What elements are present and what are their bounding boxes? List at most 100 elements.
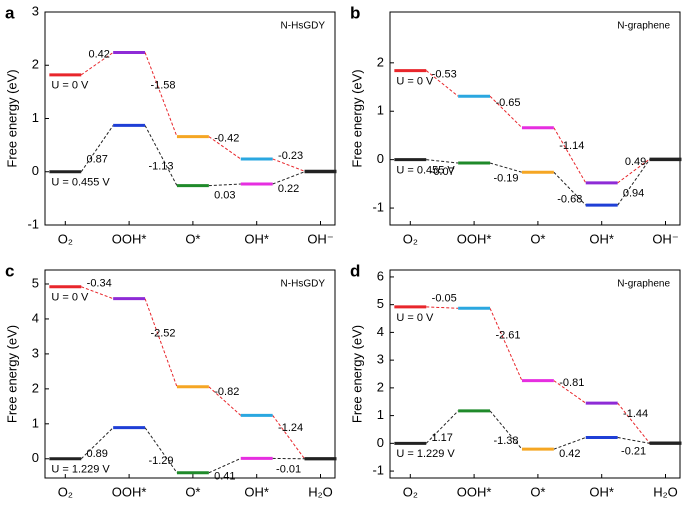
step-label: -1.58 [150,79,175,91]
y-tick-label: 4 [377,324,384,339]
connector [489,410,523,450]
x-tick-label: OOH* [457,231,492,246]
connector [617,159,650,206]
x-tick-label: H₂O [308,484,333,499]
connector [489,95,523,129]
connector [426,306,459,309]
y-tick-label: 5 [377,296,384,311]
connector [80,125,114,173]
step-label: 0.42 [559,448,580,460]
connector [208,136,242,160]
connector [80,427,114,460]
connector [80,52,114,76]
connector [208,457,241,474]
y-tick-label: 2 [377,54,384,69]
x-tick-label: O* [185,231,200,246]
connector [426,159,459,164]
y-tick-label: -1 [372,463,384,478]
y-tick-label: 6 [377,268,384,283]
step-label: -0.01 [276,464,301,476]
connector [553,171,587,206]
step-label: -0.81 [559,377,584,389]
x-tick-label: O₂ [403,484,418,499]
step-label: 0.89 [86,448,107,460]
step-label: -1.29 [148,455,173,467]
y-axis-label: Free energy (eV) [349,325,364,423]
step-label: 0.49 [625,156,646,168]
step-label: -2.61 [495,329,520,341]
step-label: 0.22 [278,183,299,195]
y-axis-label: Free energy (eV) [349,69,364,167]
x-tick-label: OH* [589,231,614,246]
y-tick-label: 0 [32,163,39,178]
x-tick-label: OOH* [112,484,147,499]
plot-frame [389,269,681,479]
y-tick-label: 4 [32,310,39,325]
plot-frame [44,269,336,479]
inset-title: N-graphene [617,279,670,290]
step-label: -1.13 [148,160,173,172]
connector [489,162,523,173]
connector [617,402,650,444]
connector [144,125,178,186]
x-tick-label: OH* [589,484,614,499]
y-tick-label: 3 [32,345,39,360]
x-tick-label: OOH* [112,231,147,246]
panel-letter: a [5,3,15,22]
y-tick-label: 2 [377,379,384,394]
x-tick-label: O₂ [403,231,418,246]
y-tick-label: -1 [372,199,384,214]
connector [272,415,305,460]
step-label: 0.42 [88,49,109,61]
x-tick-label: OOH* [457,484,492,499]
y-tick-label: 2 [32,380,39,395]
series-name: U = 0 V [51,292,89,304]
inset-title: N-graphene [617,21,670,32]
x-tick-label: H₂O [653,484,678,499]
y-tick-label: -1 [27,216,39,231]
plot-frame [389,11,681,226]
panel-letter: c [5,261,14,280]
series-name: U = 0 V [51,80,89,92]
series-name: U = 0 V [396,312,434,324]
connector [617,437,650,444]
x-tick-label: OH⁻ [652,231,678,246]
connector [272,158,305,172]
y-tick-label: 3 [377,352,384,367]
step-label: -0.82 [214,386,239,398]
step-label: 0.41 [214,470,235,482]
y-tick-label: 5 [32,275,39,290]
connector [425,70,459,97]
x-tick-label: OH⁻ [307,231,333,246]
step-label: -0.34 [87,278,112,290]
x-tick-label: O₂ [58,231,73,246]
step-label: -1.44 [623,408,648,420]
step-label: -0.53 [432,68,457,80]
step-label: -0.21 [621,445,646,457]
step-label: -0.42 [214,133,239,145]
step-label: -1.24 [278,422,303,434]
x-tick-label: OH* [244,484,269,499]
step-label: 0.03 [214,190,235,202]
step-label: -2.52 [150,328,175,340]
y-tick-label: 0 [377,435,384,450]
y-tick-label: 0 [32,450,39,465]
step-label: 0.94 [623,187,644,199]
x-tick-label: O₂ [58,484,73,499]
x-tick-label: OH* [244,231,269,246]
step-label: -0.19 [493,173,518,185]
connector [553,437,586,450]
connector [553,380,587,404]
step-label: 1.17 [431,432,452,444]
connector [425,410,459,444]
y-tick-label: 3 [32,3,39,18]
panel-letter: b [350,3,360,22]
step-label: -1.14 [559,140,584,152]
panel-letter: d [350,261,360,280]
y-tick-label: 1 [32,415,39,430]
connector [553,127,587,184]
y-tick-label: 1 [377,103,384,118]
y-axis-label: Free energy (eV) [4,325,19,423]
y-tick-label: 1 [377,407,384,422]
